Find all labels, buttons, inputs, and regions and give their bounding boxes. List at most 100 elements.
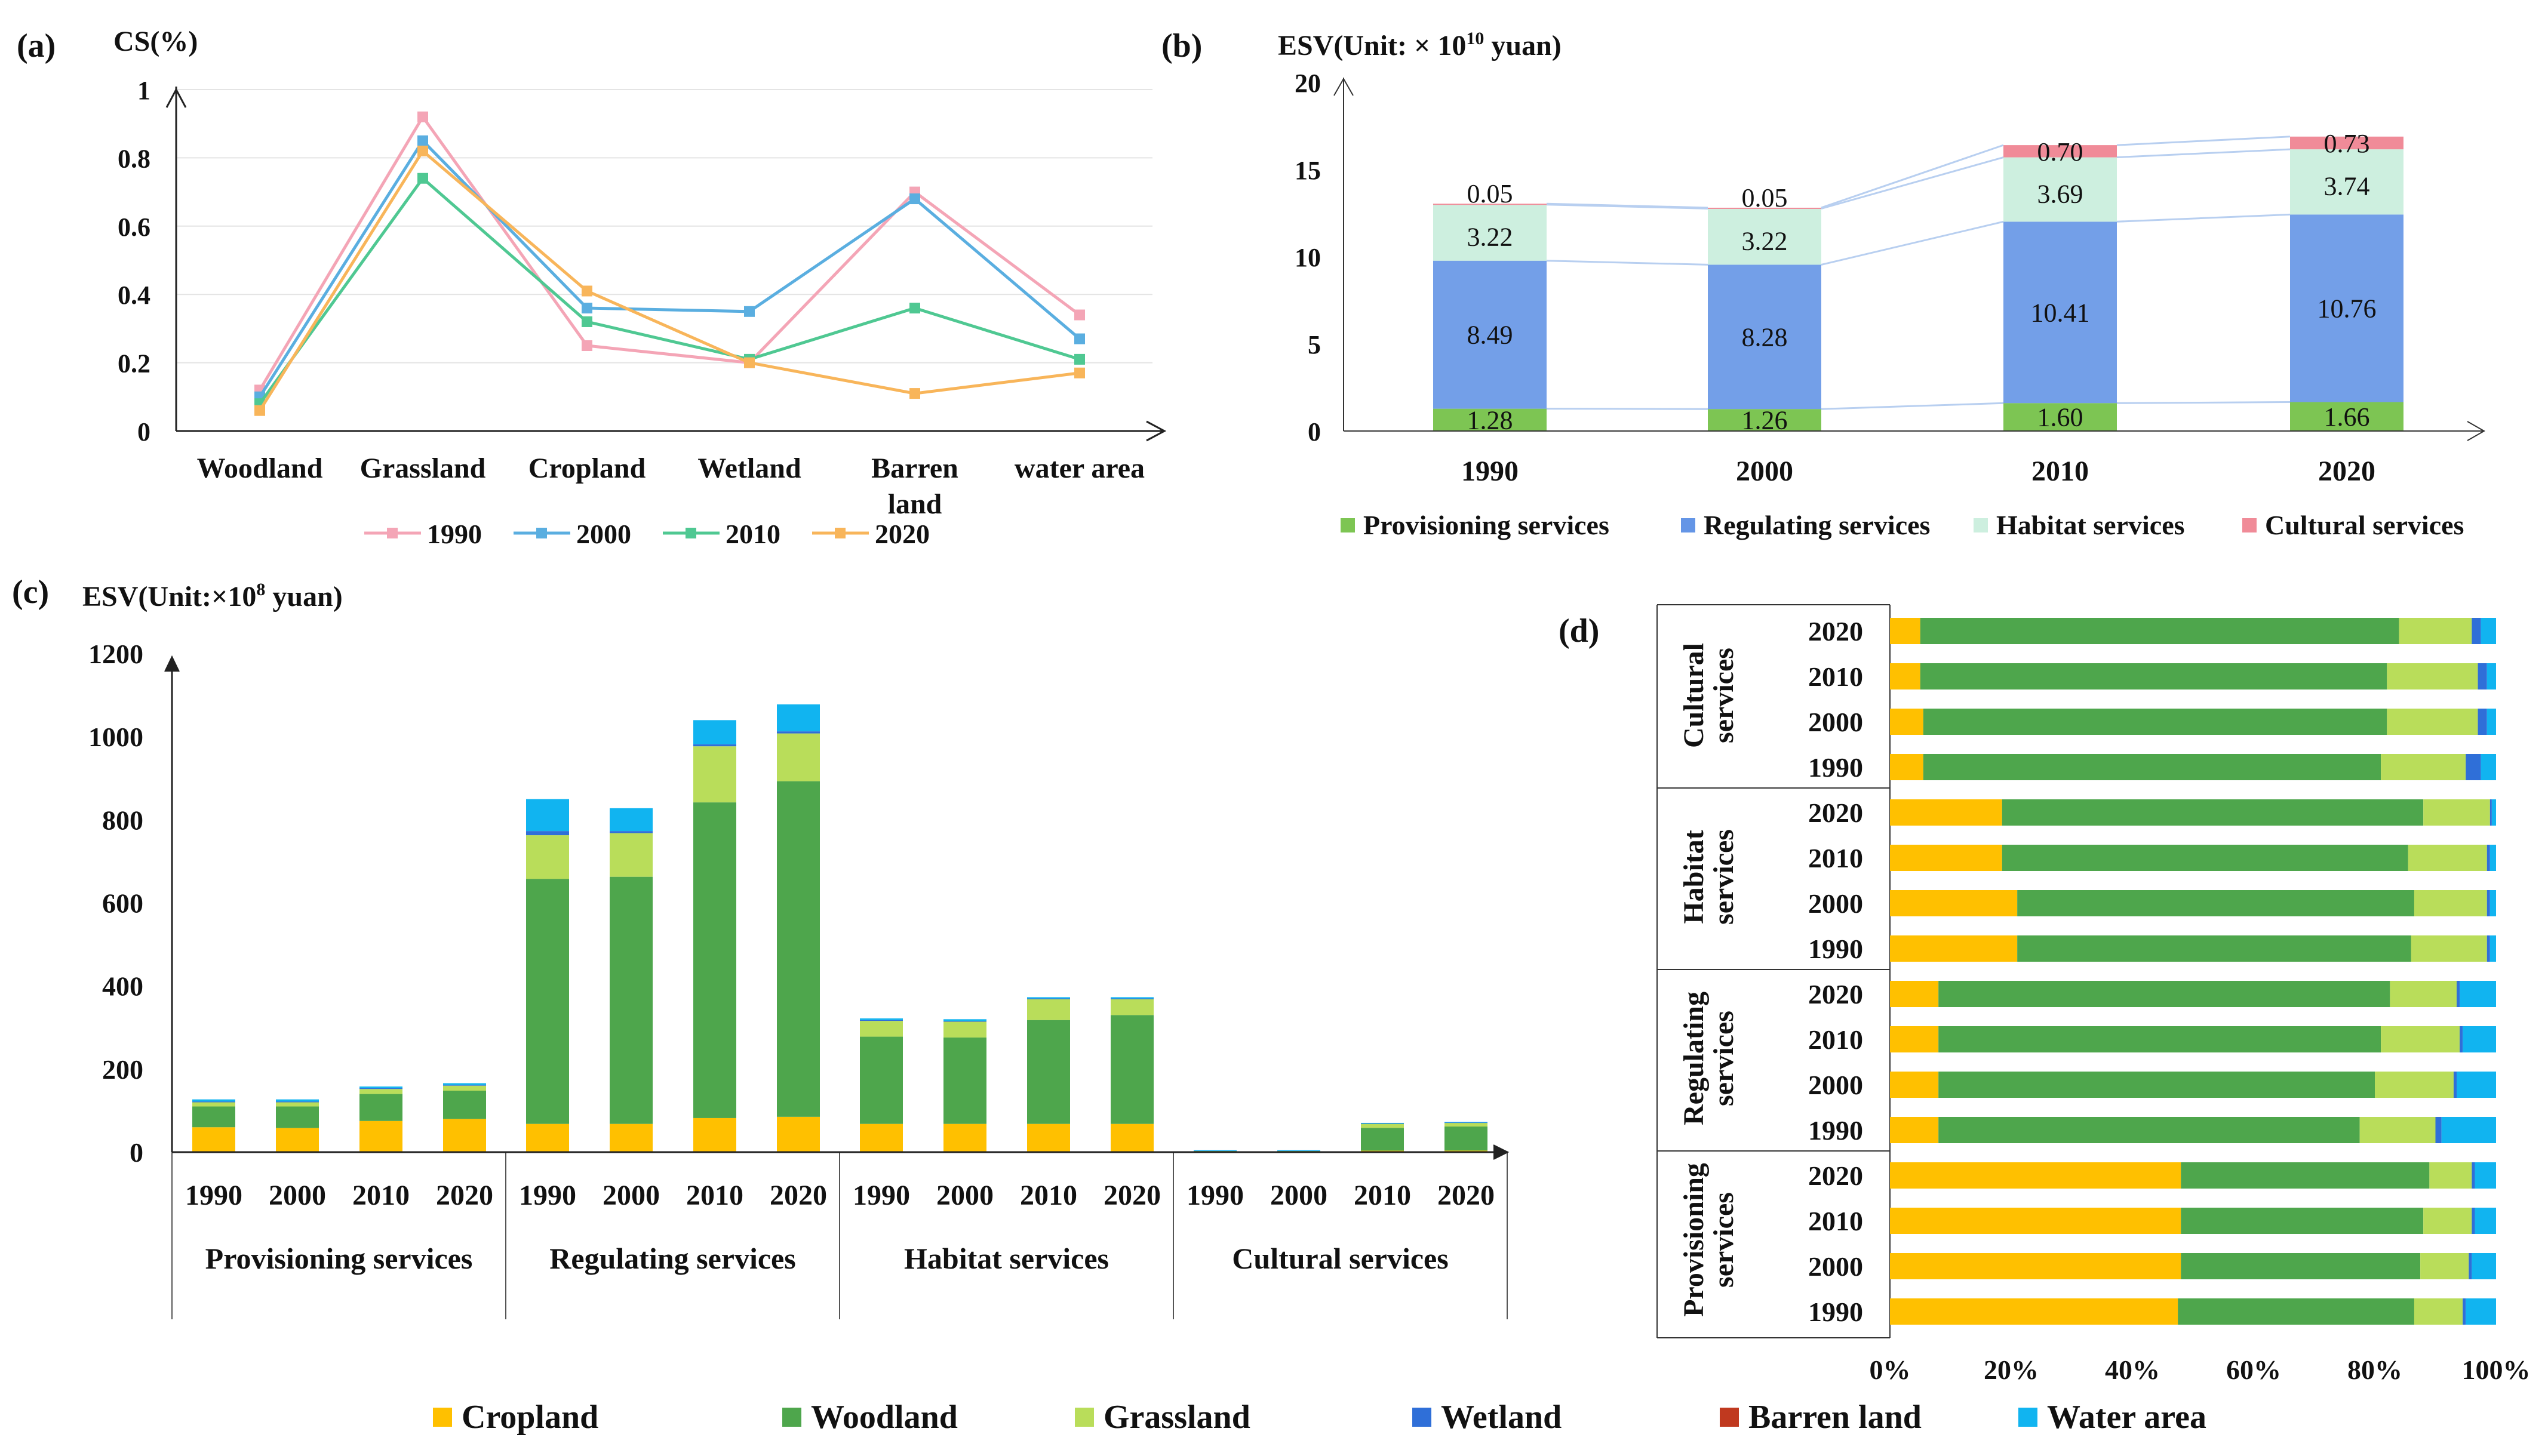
panel-d-bar-segment: [2408, 845, 2487, 871]
panel-b-data-label: 0.05: [1742, 183, 1788, 213]
panel-d-bar-segment: [2481, 754, 2496, 780]
panel-d-bar-segment: [2423, 1208, 2472, 1234]
panel-d-bar-segment: [1938, 1117, 2360, 1143]
panel-b-bar-segment: [2290, 149, 2403, 215]
panel-d-bar-segment: [1890, 709, 1923, 735]
panel-a-data-point: [1074, 309, 1085, 321]
panel-c-ytick-label: 400: [102, 971, 143, 1002]
panel-d-year-label: 2000: [1808, 888, 1863, 919]
panel-c-group-label: Regulating services: [549, 1242, 795, 1275]
panel-c-bar-segment: [192, 1099, 235, 1102]
panel-c-group-label: Habitat services: [904, 1242, 1109, 1275]
panel-d-year-label: 2020: [1808, 616, 1863, 647]
legend-swatch-grassland: [1075, 1408, 1094, 1427]
panel-d-bar-segment: [2463, 1298, 2466, 1325]
panel-b-legend-label: Regulating services: [1704, 510, 1930, 540]
panel-c-bar-segment: [1444, 1122, 1487, 1127]
panel-c-bar-segment: [777, 1116, 820, 1152]
panel-a-line-chart: 0 0.2 0.4 0.6 0.8 1 Woodland Grassland Cropland W…: [118, 76, 1167, 549]
panel-c-bar-segment: [526, 831, 569, 836]
panel-d-group-label-line: services: [1708, 1011, 1739, 1106]
panel-label-a: (a): [17, 27, 56, 64]
panel-d-bar-segment: [2478, 709, 2487, 735]
panel-d-bar-segment: [2181, 1162, 2430, 1189]
panel-c-bar-segment: [192, 1102, 235, 1107]
panel-d-bar-segment: [1890, 935, 2018, 962]
panel-c-bar-segment: [1111, 999, 1154, 1015]
panel-d-group-label-line: Regulating: [1678, 992, 1710, 1125]
panel-c-year-label: 2020: [1437, 1180, 1495, 1211]
panel-c-bar-segment: [1027, 1020, 1070, 1124]
panel-b-bar-segment: [2003, 145, 2117, 158]
panel-c-year-label: 2010: [352, 1180, 410, 1211]
panel-d-bar-segment: [2381, 1026, 2460, 1052]
panel-c-bar-segment: [693, 744, 736, 747]
legend-label: Woodland: [811, 1399, 958, 1436]
panel-c-bar-segment: [1027, 997, 1070, 999]
panel-b-ytick-label: 10: [1295, 243, 1321, 272]
panel-c-bar-segment: [693, 720, 736, 744]
legend-swatch-cropland: [433, 1408, 452, 1427]
panel-d-xtick-label: 0%: [1870, 1355, 1911, 1385]
panel-c-bar-segment: [1277, 1150, 1320, 1151]
panel-d-bar-segment: [1920, 663, 2387, 689]
panel-c-bar-segment: [1361, 1128, 1404, 1151]
panel-d-bar-segment: [2178, 1298, 2414, 1325]
panel-c-year-label: 2000: [936, 1180, 994, 1211]
panel-d-bar-segment: [1890, 890, 2018, 916]
panel-a-ylabel: CS(%): [113, 26, 198, 57]
panel-b-legend-label: Cultural services: [2265, 510, 2464, 540]
panel-c-bar-segment: [693, 746, 736, 803]
panel-b-legend-swatch: [1681, 518, 1695, 532]
panel-d-group-label-line: services: [1708, 1192, 1739, 1288]
panel-label-d: (d): [1559, 612, 1599, 649]
panel-d-bar-segment: [2486, 663, 2496, 689]
panel-c-bar-segment: [943, 1123, 986, 1152]
panel-b-connector-line: [1546, 202, 1708, 209]
panel-b-x-axis-arrow: [2467, 421, 2486, 441]
panel-d-bar-segment: [2486, 890, 2490, 916]
panel-d-bar-segment: [2489, 935, 2496, 962]
panel-a-xtick-label: Grassland: [360, 453, 486, 484]
panel-d-bar-segment: [1938, 1072, 2375, 1098]
panel-a-legend-marker: [536, 528, 547, 538]
panel-b-ylabel: ESV(Unit: × 1010 yuan): [1278, 29, 1562, 61]
panel-a-series-line-2020: [258, 149, 1080, 412]
panel-a-xtick-label: Cropland: [528, 453, 646, 484]
panel-c-bar-segment: [276, 1128, 319, 1152]
panel-d-bar-segment: [1938, 1026, 2381, 1052]
panel-d-bar-segment: [1890, 1026, 1939, 1052]
panel-d-bar-segment: [1920, 618, 2399, 644]
panel-c-bar-segment: [276, 1101, 319, 1103]
panel-c-bar-segment: [777, 781, 820, 1117]
panel-d-bar-segment: [2486, 935, 2490, 962]
panel-b-bar-segment: [2003, 221, 2117, 404]
panel-d-bar-segment: [2460, 1026, 2463, 1052]
panel-b-xtick-label: 2000: [1736, 455, 1793, 487]
panel-b-legend-label: Habitat services: [1996, 510, 2185, 540]
panel-d-xtick-label: 60%: [2226, 1355, 2281, 1385]
panel-d-bar-segment: [2486, 845, 2490, 871]
panel-d-bar-segment: [2475, 1208, 2496, 1234]
panel-a-y-axis-arrow: [165, 87, 187, 108]
panel-b-xtick-label: 2010: [2031, 455, 2089, 487]
panel-c-bar-segment: [359, 1088, 402, 1089]
panel-d-bar-segment: [1890, 1298, 2178, 1325]
panel-c-bar-segment: [860, 1036, 903, 1124]
panel-d-bar-segment: [1890, 1072, 1939, 1098]
panel-d-bar-segment: [2457, 981, 2460, 1007]
panel-a-legend-marker: [387, 528, 398, 538]
panel-b-data-label: 0.05: [1467, 179, 1513, 208]
panel-a-ytick-label: 0.2: [118, 349, 150, 378]
panel-d-year-label: 2010: [1808, 843, 1863, 873]
panel-a-series-line-2010: [258, 176, 1080, 405]
panel-d-bar-segment: [2429, 1162, 2472, 1189]
panel-a-series-line-2000: [258, 138, 1081, 398]
panel-d-bar-segment: [2435, 1117, 2442, 1143]
panel-d-bar-segment: [2181, 1253, 2421, 1279]
panel-c-bar-segment: [526, 1123, 569, 1152]
panel-a-ytick-label: 0.8: [118, 144, 150, 173]
panel-d-xtick-label: 20%: [1984, 1355, 2039, 1385]
panel-label-c: (c): [12, 574, 49, 611]
panel-d-year-label: 2020: [1808, 1161, 1863, 1191]
